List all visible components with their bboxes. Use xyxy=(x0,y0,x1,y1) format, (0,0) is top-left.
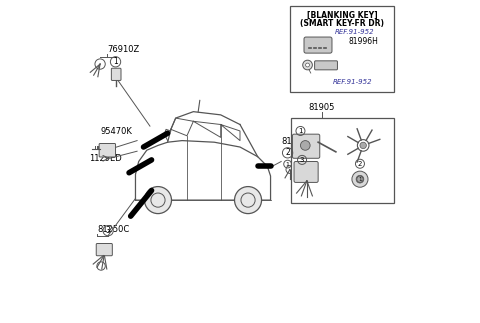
FancyBboxPatch shape xyxy=(294,162,318,182)
Circle shape xyxy=(360,142,366,149)
Text: 2: 2 xyxy=(358,161,362,167)
Text: 3: 3 xyxy=(300,157,304,163)
FancyBboxPatch shape xyxy=(99,143,116,157)
Text: 81521B: 81521B xyxy=(281,137,313,146)
Text: 3: 3 xyxy=(106,226,110,235)
Text: 2: 2 xyxy=(285,148,290,157)
Text: 1: 1 xyxy=(298,128,303,134)
Circle shape xyxy=(235,187,262,214)
Text: 1: 1 xyxy=(113,57,118,66)
Text: 1: 1 xyxy=(286,162,289,167)
Text: 1: 1 xyxy=(358,177,362,182)
Bar xyxy=(291,118,395,203)
Circle shape xyxy=(144,187,171,214)
FancyBboxPatch shape xyxy=(314,61,337,70)
Circle shape xyxy=(300,141,310,150)
FancyBboxPatch shape xyxy=(96,244,112,256)
Text: (SMART KEY-FR DR): (SMART KEY-FR DR) xyxy=(300,19,384,28)
Circle shape xyxy=(356,175,364,183)
Bar xyxy=(290,5,395,92)
Text: [BLANKING KEY]: [BLANKING KEY] xyxy=(307,11,377,20)
Text: 76910Z: 76910Z xyxy=(108,45,140,54)
FancyBboxPatch shape xyxy=(292,134,320,158)
Text: 81905: 81905 xyxy=(309,103,335,112)
Text: 81996H: 81996H xyxy=(348,37,378,46)
Circle shape xyxy=(352,171,368,187)
Circle shape xyxy=(303,60,312,70)
FancyBboxPatch shape xyxy=(304,37,332,53)
FancyBboxPatch shape xyxy=(111,68,121,80)
Circle shape xyxy=(306,63,310,67)
Text: REF.91-952: REF.91-952 xyxy=(333,79,372,85)
Text: 1129ED: 1129ED xyxy=(89,154,122,163)
Text: REF.91-952: REF.91-952 xyxy=(335,29,374,35)
Text: 81250C: 81250C xyxy=(97,225,129,234)
Text: 95470K: 95470K xyxy=(100,127,132,136)
